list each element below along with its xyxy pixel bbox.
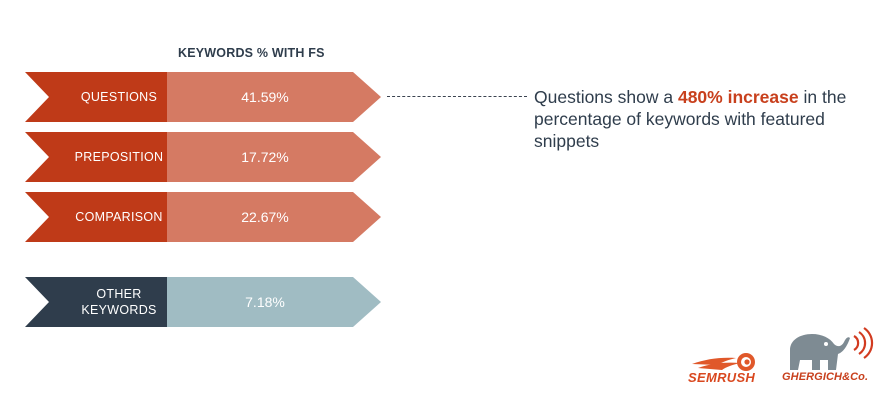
label-chevron [25, 132, 167, 182]
row-questions: QUESTIONS 41.59% [25, 72, 381, 122]
elephant-icon [790, 327, 874, 370]
label-chevron [25, 72, 167, 122]
callout-connector-line [387, 96, 527, 97]
column-header: KEYWORDS % WITH FS [178, 46, 325, 60]
ghergich-logo: GHERGICH&Co. [782, 326, 882, 388]
semrush-fireball-icon [692, 353, 755, 371]
row-label: PREPOSITION [74, 150, 164, 164]
semrush-wordmark: SEMRUSH [688, 370, 756, 385]
callout-highlight: 480% increase [677, 87, 799, 107]
callout-text-pre: Questions show a [534, 87, 678, 107]
row-arrow-shape [25, 277, 381, 327]
row-label: COMPARISON [75, 210, 163, 224]
ghergich-wordmark: GHERGICH&Co. [782, 371, 869, 383]
row-label: OTHER KEYWORDS [81, 287, 157, 317]
row-other-keywords: OTHER KEYWORDS 7.18% [25, 277, 381, 327]
row-value: 22.67% [241, 209, 289, 225]
row-label: QUESTIONS [80, 90, 158, 104]
row-arrow-shape [25, 192, 381, 242]
row-arrow-shape [25, 132, 381, 182]
row-value: 17.72% [241, 149, 289, 165]
row-preposition: PREPOSITION 17.72% [25, 132, 381, 182]
value-arrow [167, 72, 381, 122]
label-chevron [25, 192, 167, 242]
callout-text: Questions show a 480% increase in the pe… [534, 86, 864, 152]
value-arrow [167, 192, 381, 242]
value-arrow [167, 277, 381, 327]
row-comparison: COMPARISON 22.67% [25, 192, 381, 242]
row-value: 41.59% [241, 89, 289, 105]
callout-text-post: in the percentage of keywords with featu… [534, 87, 847, 151]
row-arrow-shape [25, 72, 381, 122]
value-arrow [167, 132, 381, 182]
row-value: 7.18% [245, 294, 285, 310]
label-chevron [25, 277, 167, 327]
semrush-logo: SEMRUSH [688, 350, 768, 386]
